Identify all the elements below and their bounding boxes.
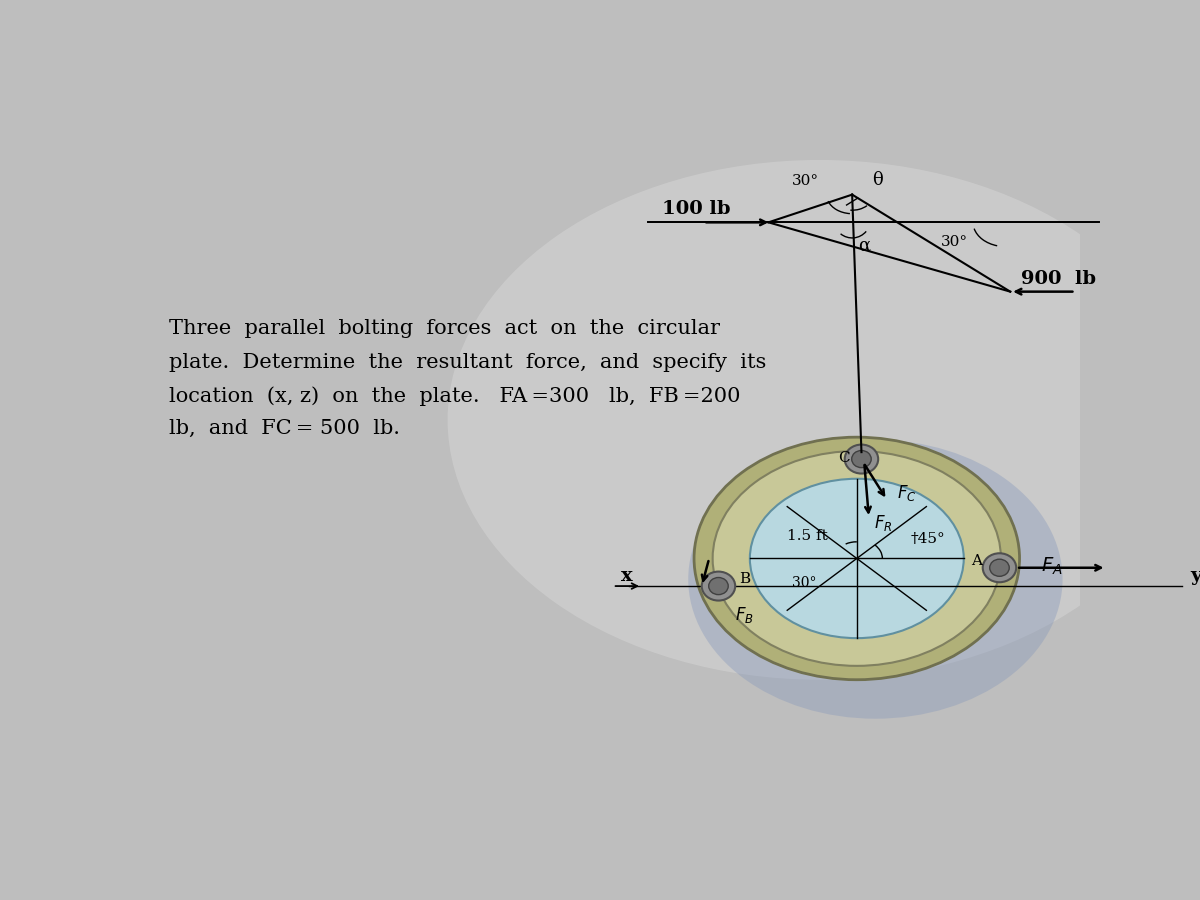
Text: 30°: 30° bbox=[792, 576, 816, 590]
Text: 900  lb: 900 lb bbox=[1021, 270, 1097, 288]
Ellipse shape bbox=[852, 451, 871, 468]
Text: plate.  Determine  the  resultant  force,  and  specify  its: plate. Determine the resultant force, an… bbox=[168, 353, 766, 372]
Text: α: α bbox=[858, 236, 870, 254]
Text: lb,  and  FC = 500  lb.: lb, and FC = 500 lb. bbox=[168, 419, 400, 438]
Text: y: y bbox=[1190, 567, 1200, 585]
Ellipse shape bbox=[709, 578, 728, 595]
Text: A: A bbox=[972, 554, 983, 568]
Ellipse shape bbox=[713, 451, 1001, 666]
Ellipse shape bbox=[845, 445, 878, 473]
Text: B: B bbox=[739, 572, 750, 586]
Text: $F_R$: $F_R$ bbox=[875, 513, 893, 533]
Ellipse shape bbox=[702, 572, 736, 600]
Text: $F_B$: $F_B$ bbox=[736, 606, 754, 626]
Ellipse shape bbox=[694, 437, 1020, 680]
Ellipse shape bbox=[983, 554, 1016, 582]
Text: x: x bbox=[620, 567, 632, 585]
Text: †45°: †45° bbox=[911, 532, 946, 546]
Text: Three  parallel  bolting  forces  act  on  the  circular: Three parallel bolting forces act on the… bbox=[168, 320, 720, 338]
Text: $F_C$: $F_C$ bbox=[896, 483, 917, 503]
Ellipse shape bbox=[689, 440, 1062, 719]
Text: location  (x, z)  on  the  plate.   FA =300   lb,  FB =200: location (x, z) on the plate. FA =300 lb… bbox=[168, 386, 740, 406]
Text: $F_A$: $F_A$ bbox=[1042, 555, 1063, 577]
Text: 30°: 30° bbox=[941, 235, 967, 248]
Text: θ: θ bbox=[872, 171, 883, 189]
Text: 30°: 30° bbox=[792, 174, 818, 188]
Ellipse shape bbox=[990, 559, 1009, 576]
Text: C: C bbox=[839, 451, 850, 464]
Text: 100 lb: 100 lb bbox=[661, 200, 730, 218]
Text: 1.5 ft: 1.5 ft bbox=[787, 529, 828, 544]
Ellipse shape bbox=[750, 479, 964, 638]
Ellipse shape bbox=[448, 160, 1192, 680]
